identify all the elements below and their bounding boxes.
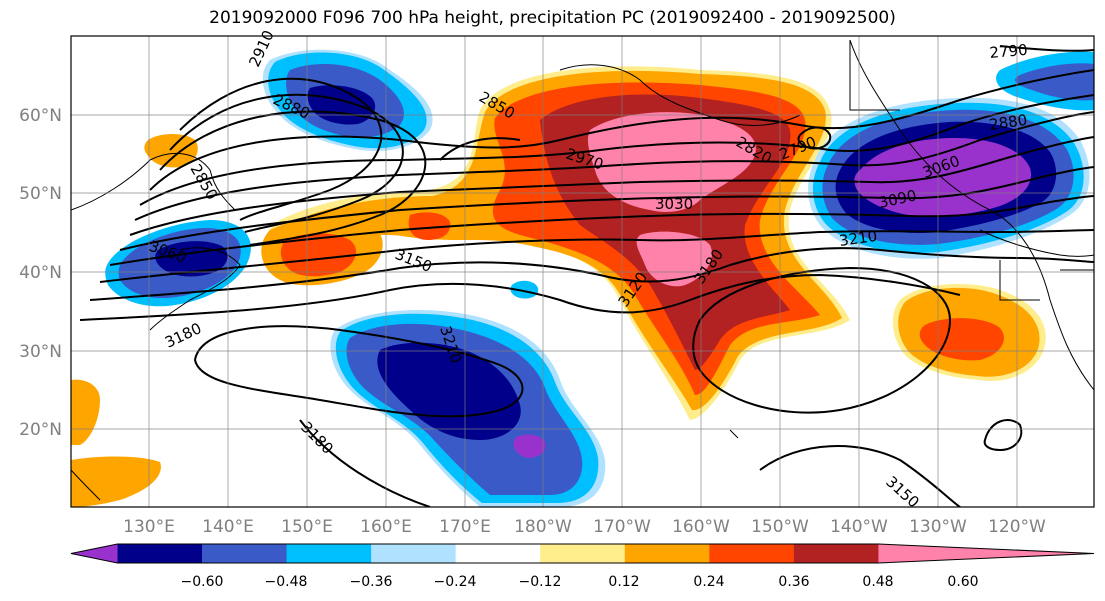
lon-tick-label: 170°W [593,517,651,537]
contour-label: 2790 [989,41,1029,62]
positive-anomaly-region [636,231,712,287]
colorbar [70,543,1095,564]
lat-tick-label: 60°N [19,106,62,126]
contour-label: 3030 [655,195,693,213]
coastlines [71,39,1094,501]
lon-tick-label: 140°W [830,517,888,537]
colorbar-extend-max [878,544,1094,563]
lat-tick-label: 30°N [19,342,62,362]
colorbar-segment [709,544,795,563]
colorbar-segment [793,544,879,563]
colorbar-tick-label: 0.12 [608,574,639,590]
colorbar-tick-label: −0.36 [350,574,393,590]
colorbar-tick-label: 0.36 [778,574,809,590]
lon-tick-label: 130°E [123,517,175,537]
figure-title: 2019092000 F096 700 hPa height, precipit… [209,8,896,28]
lon-tick-label: 150°W [751,517,809,537]
colorbar-tick-labels: −0.60 −0.48 −0.36 −0.24 −0.12 0.12 0.24 … [181,574,979,590]
colorbar-segment [371,544,457,563]
colorbar-segment [624,544,710,563]
negative-anomaly-region [513,434,546,458]
contour-label: 3210 [838,227,878,250]
latitude-axis: 60°N 50°N 40°N 30°N 20°N [19,106,62,440]
colorbar-segment [117,544,203,563]
contour-label: 2880 [988,111,1028,134]
colorbar-tick-label: 0.48 [862,574,893,590]
colorbar-tick-label: −0.24 [434,574,477,590]
plot-frame [70,35,1095,508]
graticule [71,36,1094,507]
lat-tick-label: 40°N [19,263,62,283]
colorbar-segment [455,544,541,563]
lon-tick-label: 170°E [439,517,491,537]
colorbar-extend-min [71,544,118,563]
lat-tick-label: 50°N [19,184,62,204]
negative-anomaly-region [377,342,521,440]
lon-tick-label: 130°W [909,517,967,537]
colorbar-tick-label: −0.60 [181,574,224,590]
colorbar-segment [202,544,288,563]
positive-anomaly-region [71,456,161,507]
colorbar-tick-label: 0.24 [693,574,724,590]
lon-tick-label: 160°E [360,517,412,537]
longitude-axis: 130°E 140°E 150°E 160°E 170°E 180°W 170°… [123,517,1046,537]
positive-anomaly-region [144,134,198,168]
lat-tick-label: 20°N [19,420,62,440]
negative-anomaly-region [854,138,1032,217]
lon-tick-label: 150°E [281,517,333,537]
lon-tick-label: 180°W [514,517,572,537]
colorbar-segment [286,544,372,563]
colorbar-tick-label: −0.48 [265,574,308,590]
negative-anomaly-region [510,280,539,299]
colorbar-tick-label: 0.60 [947,574,978,590]
colorbar-outline [70,543,1095,564]
colorbar-segment [540,544,626,563]
lon-tick-label: 140°E [202,517,254,537]
lon-tick-label: 120°W [988,517,1046,537]
positive-anomaly-region [280,233,357,277]
height-contours [79,45,1094,507]
lon-tick-label: 160°W [672,517,730,537]
positive-anomaly-region [408,212,451,240]
precipitation-anomaly-shading [71,49,1094,507]
colorbar-tick-label: −0.12 [519,574,562,590]
